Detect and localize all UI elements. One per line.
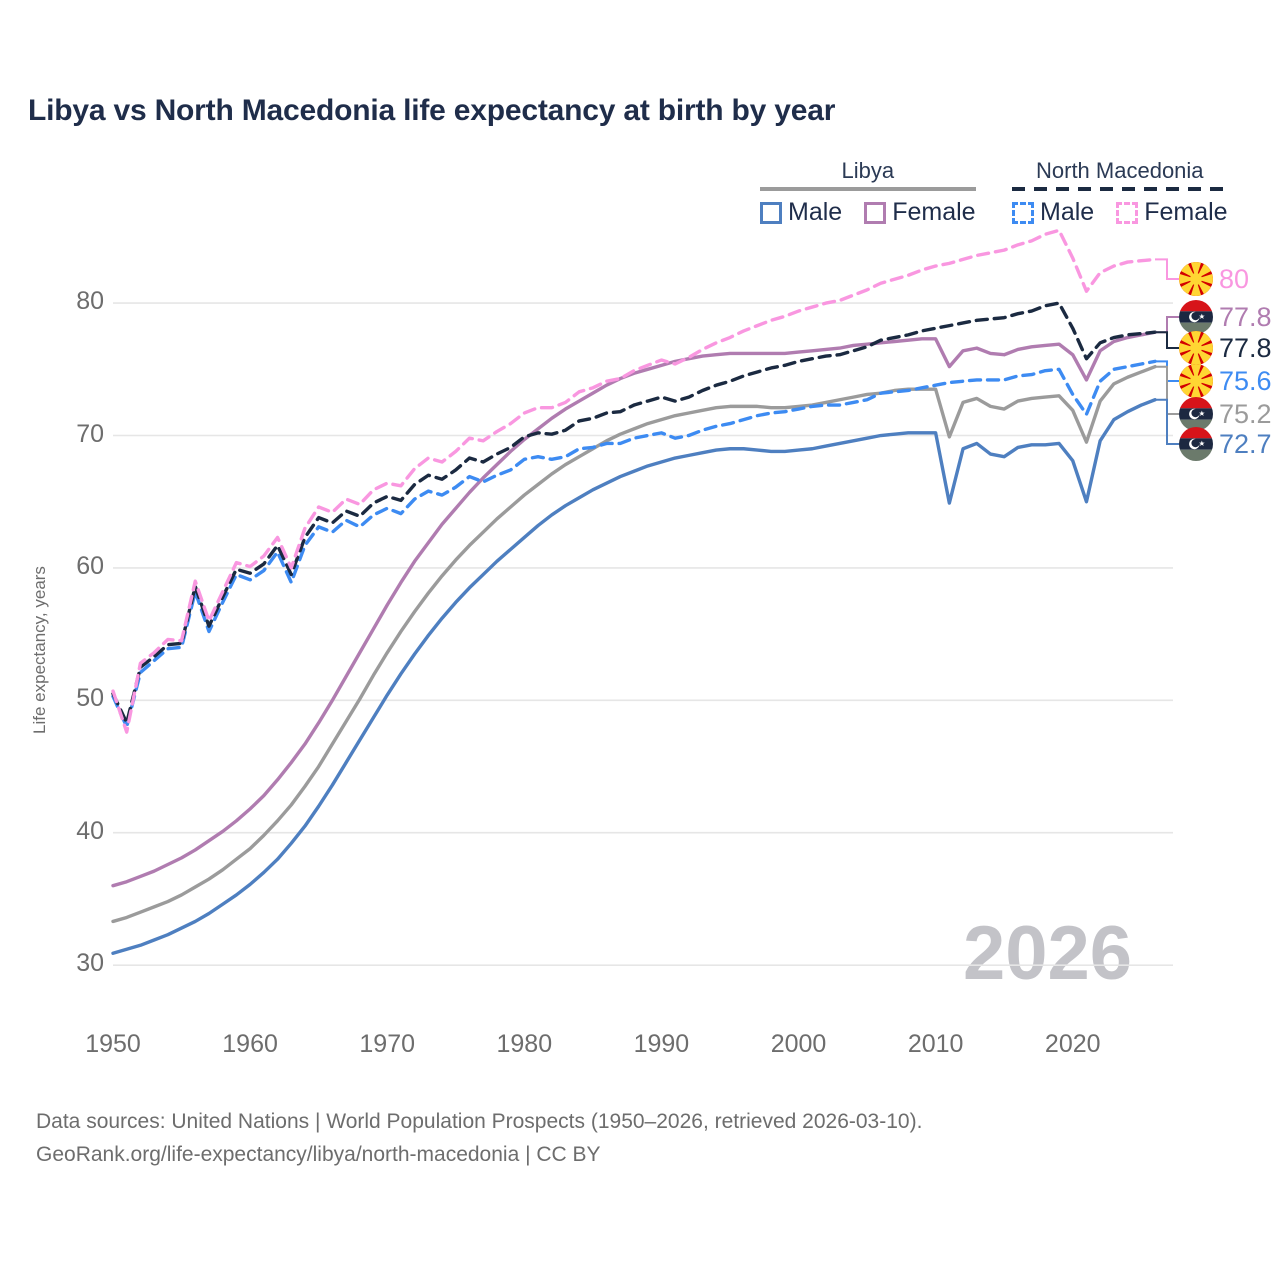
end-label-connector-libya_male <box>1155 398 1179 445</box>
flag-libya-icon <box>1179 427 1213 461</box>
legend-group-north-macedonia: North Macedonia Male Female <box>1012 158 1228 227</box>
legend-swatch-libya-male-icon <box>760 201 782 224</box>
legend-label-libya-male: Male <box>788 198 843 226</box>
legend-group-libya: Libya Male Female <box>760 158 976 227</box>
legend-swatch-nm-female-icon <box>1116 201 1139 224</box>
end-label-nm_total[interactable]: 77.8 <box>1179 331 1272 365</box>
end-label-connector-libya_female <box>1155 316 1179 334</box>
series-line-libya-female[interactable] <box>111 330 1157 888</box>
end-label-libya_total[interactable]: 75.2 <box>1179 397 1272 431</box>
end-label-nm_male[interactable]: 75.6 <box>1179 364 1272 398</box>
legend-item-nm-female[interactable]: Female <box>1116 198 1228 227</box>
legend-label-libya-female: Female <box>892 198 976 226</box>
series-line-north-macedonia-female[interactable] <box>111 228 1157 734</box>
flag-north-macedonia-icon <box>1179 262 1213 296</box>
series-line-north-macedonia-both-sexes[interactable] <box>111 301 1157 725</box>
end-value-nm_female: 80 <box>1219 263 1250 294</box>
end-label-connector-nm_total <box>1155 331 1179 349</box>
footer-data-sources: Data sources: United Nations | World Pop… <box>36 1110 923 1133</box>
legend-swatch-nm-male-icon <box>1012 201 1034 224</box>
end-value-libya_total: 75.2 <box>1219 398 1272 429</box>
year-watermark: 2026 <box>963 911 1133 996</box>
legend-swatch-libya-female-icon <box>864 201 887 224</box>
legend-rule-north-macedonia <box>1012 187 1228 191</box>
y-tick-40: 40 <box>76 816 104 845</box>
footer: Data sources: United Nations | World Pop… <box>36 1106 922 1171</box>
x-tick-2000: 2000 <box>770 1030 827 1058</box>
end-value-libya_female: 77.8 <box>1219 301 1272 332</box>
y-tick-70: 70 <box>76 419 104 448</box>
x-tick-1980: 1980 <box>496 1030 553 1058</box>
series-line-north-macedonia-male[interactable] <box>111 359 1157 729</box>
series-line-libya-both-sexes[interactable] <box>111 364 1157 924</box>
legend-country-label-north-macedonia: North Macedonia <box>1036 158 1204 183</box>
y-tick-50: 50 <box>76 684 104 713</box>
legend-label-nm-male: Male <box>1040 198 1095 226</box>
flag-libya-icon <box>1179 397 1213 431</box>
end-label-connector-libya_total <box>1155 365 1179 415</box>
x-tick-1990: 1990 <box>633 1030 690 1058</box>
end-label-libya_male[interactable]: 72.7 <box>1179 427 1272 461</box>
footer-attribution: GeoRank.org/life-expectancy/libya/north-… <box>36 1142 601 1166</box>
end-value-libya_male: 72.7 <box>1219 428 1272 459</box>
x-tick-2020: 2020 <box>1044 1030 1101 1058</box>
legend-item-libya-male[interactable]: Male <box>760 198 842 227</box>
x-tick-2010: 2010 <box>907 1030 964 1058</box>
flag-libya-icon <box>1179 300 1213 334</box>
series-line-libya-male[interactable] <box>111 398 1157 955</box>
end-value-nm_male: 75.6 <box>1219 365 1272 396</box>
y-tick-60: 60 <box>76 551 104 580</box>
x-tick-1950: 1950 <box>85 1030 141 1058</box>
end-label-nm_female[interactable]: 80 <box>1179 262 1249 296</box>
x-tick-1960: 1960 <box>222 1030 278 1058</box>
legend-label-nm-female: Female <box>1144 198 1228 226</box>
legend-item-libya-female[interactable]: Female <box>864 198 976 227</box>
y-tick-80: 80 <box>76 287 104 316</box>
y-tick-30: 30 <box>76 949 104 978</box>
legend-country-label-libya: Libya <box>841 158 895 183</box>
page-title: Libya vs North Macedonia life expectancy… <box>28 94 836 127</box>
end-value-nm_total: 77.8 <box>1219 332 1272 363</box>
x-tick-1970: 1970 <box>359 1030 416 1058</box>
legend-item-nm-male[interactable]: Male <box>1012 198 1094 227</box>
flag-north-macedonia-icon <box>1179 331 1213 365</box>
flag-north-macedonia-icon <box>1179 364 1213 398</box>
end-label-libya_female[interactable]: 77.8 <box>1179 300 1272 334</box>
legend-rule-libya <box>760 187 976 191</box>
end-label-connector-nm_female <box>1155 258 1179 280</box>
